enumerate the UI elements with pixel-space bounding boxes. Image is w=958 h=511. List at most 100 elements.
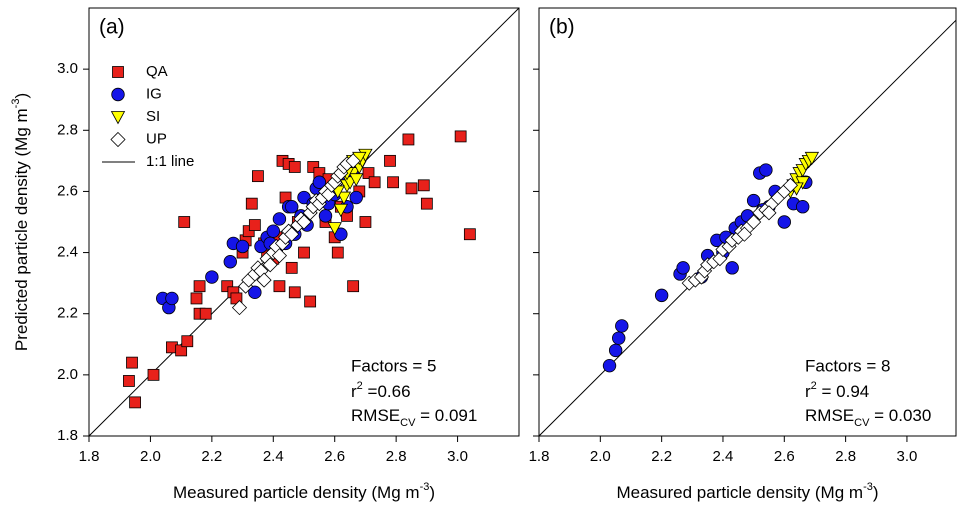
marker-square (190, 292, 203, 305)
y-tick-label: 2.6 (57, 182, 78, 199)
marker-diamond (284, 226, 300, 242)
plot-frame (538, 7, 957, 437)
marker-square (193, 280, 206, 293)
rmse-rest: = 0.030 (869, 406, 931, 425)
label-end: ) (429, 483, 435, 502)
marker-circle (205, 270, 219, 284)
annotation-rmse: RMSECV = 0.030 (805, 406, 931, 428)
marker-diamond (262, 257, 278, 273)
marker-square (387, 176, 399, 189)
annotation-rmse: RMSECV = 0.091 (351, 406, 477, 428)
marker-diamond (271, 248, 287, 264)
x-tick-label: 2.4 (713, 448, 734, 465)
marker-diamond (256, 272, 272, 288)
marker-circle (297, 190, 311, 205)
y-tick-label: 2.8 (57, 121, 78, 138)
marker-square (112, 66, 124, 78)
label-text: Measured particle density (Mg m (616, 483, 863, 502)
label-sup: -3 (420, 481, 430, 493)
panel: 1.8 2.0 2.2 2.4 2.6 2.8 3.0 1.8 2.0 2.2 2.4 2.6 2.8 3… (10, 7, 520, 503)
marker-square (273, 280, 286, 293)
marker-triangle (327, 222, 342, 236)
x-tick-label: 2.6 (774, 448, 795, 465)
marker-square (454, 130, 467, 143)
marker-diamond (296, 214, 312, 230)
marker-circle (759, 163, 773, 177)
marker-square (384, 154, 396, 167)
marker-circle (746, 193, 761, 208)
marker-circle (602, 358, 617, 373)
marker-diamond (761, 205, 777, 221)
rmse-rest: = 0.091 (415, 406, 477, 425)
marker-diamond (782, 177, 798, 193)
marker-square (126, 356, 138, 369)
r2-sup: 2 (357, 380, 363, 392)
label-text: Predicted particle density (Mg m (12, 108, 31, 351)
marker-triangle (110, 111, 126, 125)
label-text: Measured particle density (Mg m (173, 483, 420, 502)
rmse-base: RMSE (805, 406, 854, 425)
points (123, 130, 476, 409)
marker-square (368, 176, 381, 189)
marker-circle (285, 200, 299, 214)
marker-circle (165, 291, 179, 306)
marker-square (307, 161, 320, 173)
label-sup: -3 (10, 99, 22, 109)
r2-rest: =0.66 (363, 382, 411, 401)
marker-square (221, 280, 234, 293)
label-end: ) (12, 93, 31, 99)
marker-square (178, 216, 191, 228)
x-tick-label: 3.0 (447, 448, 468, 465)
label-sup: -3 (863, 481, 873, 493)
marker-circle (608, 343, 623, 358)
marker-square (331, 246, 344, 259)
marker-square (129, 396, 141, 409)
label-end: ) (873, 483, 879, 502)
marker-square (199, 307, 212, 320)
marker-square (252, 170, 264, 183)
marker-diamond (345, 153, 361, 169)
marker-circle (777, 215, 791, 229)
marker-triangle (336, 191, 352, 205)
x-tick-label: 2.2 (651, 448, 672, 465)
points (602, 151, 820, 373)
marker-circle (223, 255, 237, 269)
marker-diamond (231, 300, 248, 316)
marker-circle (725, 261, 739, 275)
x-axis-label: Measured particle density (Mg m-3) (173, 481, 435, 503)
legend-label: QA (146, 63, 168, 80)
legend-label: UP (146, 130, 167, 147)
x-tick-label: 2.0 (140, 448, 161, 465)
rmse-sub: CV (854, 417, 870, 429)
marker-circle (318, 209, 333, 223)
x-tick-label: 2.8 (835, 448, 856, 465)
marker-square (248, 219, 261, 231)
marker-triangle (804, 151, 820, 166)
x-axis-label: Measured particle density (Mg m-3) (616, 481, 878, 503)
y-axis-label: Predicted particle density (Mg m-3) (10, 93, 32, 351)
marker-circle (615, 319, 629, 333)
x-tick-label: 2.2 (201, 448, 222, 465)
marker-square (181, 335, 194, 348)
annotation-factors: Factors = 8 (805, 356, 891, 375)
panel: 1.8 2.0 2.2 2.4 2.6 2.8 3.0 (b) Measured particl… (529, 7, 957, 503)
marker-square (147, 368, 160, 381)
marker-square (463, 228, 476, 241)
marker-square (420, 197, 433, 210)
marker-circle (654, 288, 669, 303)
marker-circle (795, 200, 810, 214)
marker-square (288, 286, 301, 299)
legend: QA IG SI UP 1:1 line (102, 63, 194, 170)
x-tick-label: 3.0 (897, 448, 918, 465)
marker-circle (612, 331, 626, 345)
legend-label: 1:1 line (146, 153, 194, 170)
annotation-factors: Factors = 5 (351, 356, 437, 375)
marker-circle (248, 285, 262, 300)
annotation-r2: r2 =0.66 (351, 380, 411, 402)
marker-square (304, 295, 317, 308)
marker-square (285, 261, 298, 274)
marker-diamond (110, 131, 126, 148)
marker-square (175, 344, 188, 357)
marker-square (298, 246, 310, 259)
